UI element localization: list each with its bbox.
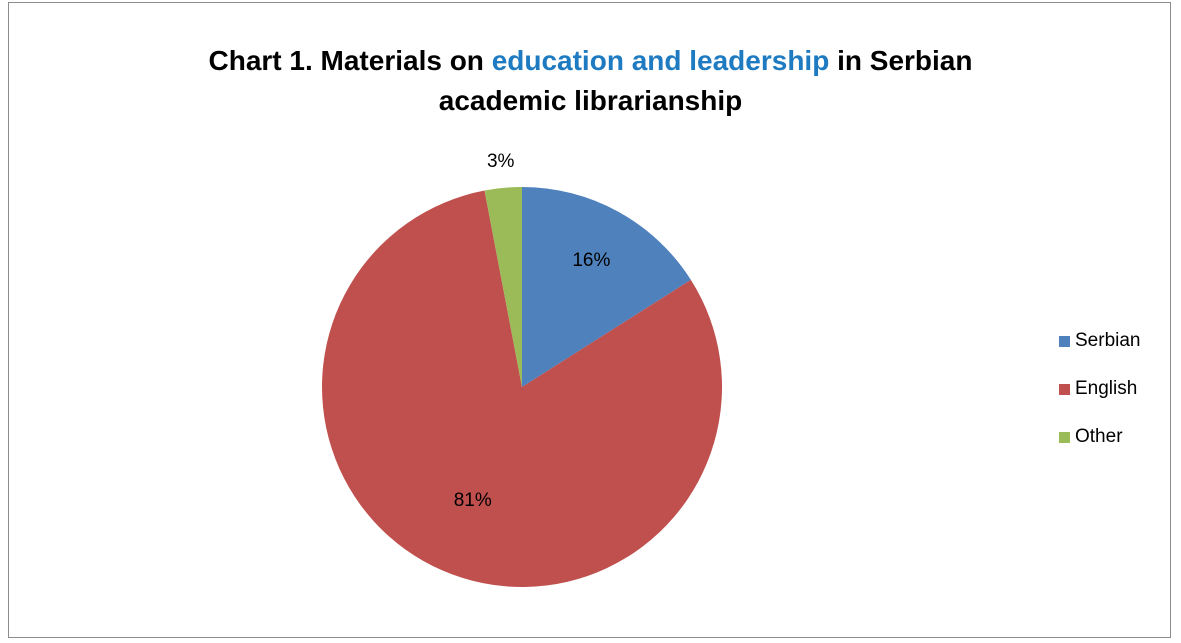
legend-item-serbian: Serbian <box>1059 329 1141 353</box>
data-label-other: 3% <box>487 151 515 172</box>
legend-label-english: English <box>1075 378 1138 399</box>
chart-title: Chart 1. Materials on education and lead… <box>9 41 1172 121</box>
legend: Serbian English Other <box>1059 329 1141 473</box>
chart-title-line-2: academic librarianship <box>438 85 743 116</box>
legend-label-other: Other <box>1075 426 1123 447</box>
pie-slice-other <box>484 187 522 387</box>
chart-title-line-1: Chart 1. Materials on education and lead… <box>9 41 1172 81</box>
chart-title-highlight: education and leadership <box>491 45 830 76</box>
legend-swatch-serbian <box>1059 335 1070 347</box>
data-label-serbian: 16% <box>572 250 610 271</box>
legend-swatch-other <box>1059 431 1070 443</box>
legend-item-english: English <box>1059 377 1141 401</box>
pie-slice-serbian <box>522 187 691 387</box>
legend-swatch-english <box>1059 383 1070 395</box>
legend-label-serbian: Serbian <box>1075 330 1141 351</box>
pie-slice-english <box>321 190 722 587</box>
chart-title-post: in Serbian <box>829 45 973 76</box>
data-label-english: 81% <box>454 490 492 511</box>
legend-item-other: Other <box>1059 425 1141 449</box>
chart-title-pre: Chart 1. Materials on <box>208 45 492 76</box>
